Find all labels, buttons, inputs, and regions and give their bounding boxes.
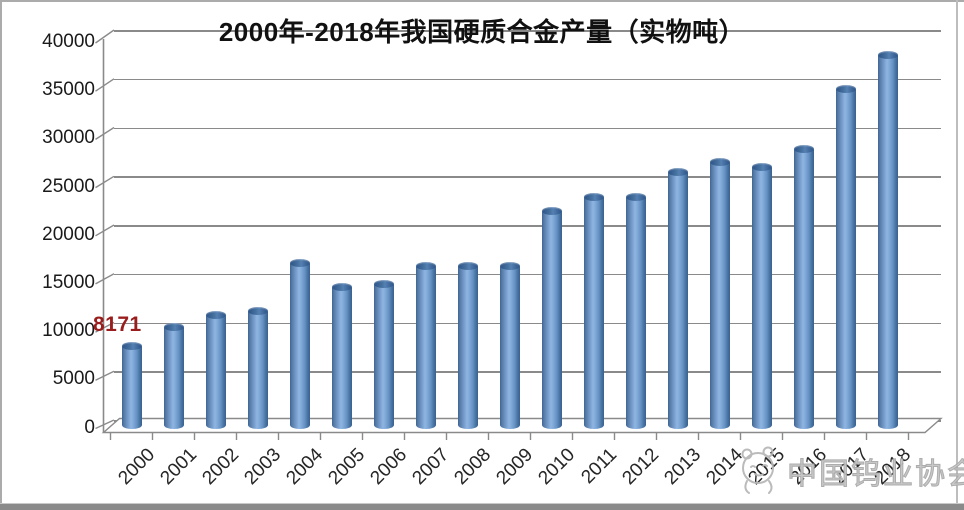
bar-2001 [163, 323, 184, 429]
bar-cap [457, 261, 478, 270]
bar-cap [247, 306, 268, 315]
bar-cap [793, 144, 814, 153]
y-tick-mark [95, 321, 115, 333]
bar-cap [877, 51, 898, 59]
bar-2007 [415, 261, 436, 429]
gridline [114, 225, 941, 227]
gridline [114, 30, 941, 32]
bar-2004 [289, 259, 310, 429]
bar-2015 [751, 163, 772, 429]
gridline [114, 78, 941, 81]
bar-2010 [541, 207, 562, 429]
y-tick-label: 5000 [52, 368, 95, 390]
y-tick-label: 25000 [42, 175, 95, 197]
bar-cap [667, 168, 688, 177]
gridline [114, 176, 941, 178]
bar-2014 [709, 158, 730, 429]
y-tick-label: 40000 [42, 31, 95, 52]
bar-cap [163, 323, 184, 332]
frame-bottom-bar [0, 503, 964, 510]
frame-border-top [0, 0, 964, 2]
bar-2017 [835, 85, 856, 429]
y-tick-mark [95, 126, 115, 140]
bar-2000 [121, 342, 142, 429]
bar-2011 [583, 192, 604, 429]
y-tick-label: 20000 [42, 223, 95, 245]
bar-cap [835, 85, 856, 94]
gridline [114, 371, 941, 373]
gridline [114, 127, 941, 129]
bar-2012 [625, 192, 646, 429]
bar-2002 [205, 310, 226, 429]
y-tick-mark [95, 224, 115, 237]
y-tick-label: 15000 [42, 271, 95, 293]
bar-2008 [457, 261, 478, 429]
gridline [114, 322, 941, 324]
bar-2009 [499, 261, 520, 429]
y-tick-mark [95, 273, 115, 285]
bar-2005 [331, 283, 352, 429]
y-tick-label: 10000 [42, 320, 95, 342]
bar-cap [751, 163, 772, 172]
bar-cap [331, 283, 352, 292]
bar-cap [373, 279, 394, 288]
frame-border-left [0, 0, 2, 503]
bar-2003 [247, 306, 268, 429]
bar-cap [583, 192, 604, 201]
y-tick-label: 35000 [42, 79, 95, 101]
y-tick-mark [95, 78, 115, 92]
floor-3d [101, 417, 943, 434]
y-tick-mark [95, 419, 115, 430]
y-tick-mark [95, 370, 115, 381]
chart-title: 2000年-2018年我国硬质合金产量（实物吨） [218, 17, 746, 47]
bar-2016 [793, 144, 814, 429]
bar-cap [709, 158, 730, 167]
bar-cap [415, 261, 436, 270]
y-tick-label: 30000 [42, 127, 95, 149]
gridline [114, 273, 941, 276]
frame-border-right [956, 0, 958, 503]
y-tick-mark [95, 29, 115, 44]
bar-cap [289, 259, 310, 267]
bar-2018 [877, 51, 898, 429]
y-tick-mark [95, 175, 115, 189]
bar-cap [625, 192, 646, 201]
bar-cap [205, 310, 226, 319]
bar-cap [541, 207, 562, 216]
bar-cap [499, 261, 520, 270]
bar-cap [121, 342, 142, 351]
y-tick-label: 0 [84, 416, 95, 438]
data-label-2000: 8171 [93, 313, 142, 336]
bar-2006 [373, 279, 394, 429]
bar-2013 [667, 168, 688, 429]
